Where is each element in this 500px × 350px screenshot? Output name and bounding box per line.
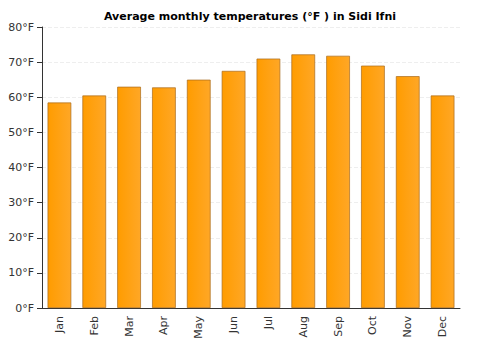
svg-text:Average monthly temperatures (: Average monthly temperatures (°F ) in Si… (104, 10, 396, 23)
svg-text:May: May (192, 316, 205, 339)
svg-text:50°F: 50°F (8, 126, 34, 139)
svg-text:0°F: 0°F (15, 302, 34, 315)
svg-text:30°F: 30°F (8, 196, 34, 209)
svg-text:60°F: 60°F (8, 91, 34, 104)
svg-text:Jun: Jun (227, 316, 240, 334)
svg-text:Jul: Jul (262, 316, 275, 330)
svg-text:Nov: Nov (401, 316, 414, 338)
svg-text:80°F: 80°F (8, 21, 34, 34)
svg-text:70°F: 70°F (8, 56, 34, 69)
svg-text:Aug: Aug (297, 316, 310, 337)
svg-text:Dec: Dec (436, 316, 449, 337)
svg-text:20°F: 20°F (8, 231, 34, 244)
svg-text:Oct: Oct (366, 315, 379, 335)
svg-text:Sep: Sep (332, 316, 345, 337)
svg-text:Mar: Mar (123, 316, 136, 337)
svg-text:10°F: 10°F (8, 266, 34, 279)
svg-text:40°F: 40°F (8, 161, 34, 174)
svg-text:Apr: Apr (157, 316, 170, 336)
svg-text:Feb: Feb (88, 316, 101, 335)
svg-text:Jan: Jan (53, 316, 66, 334)
